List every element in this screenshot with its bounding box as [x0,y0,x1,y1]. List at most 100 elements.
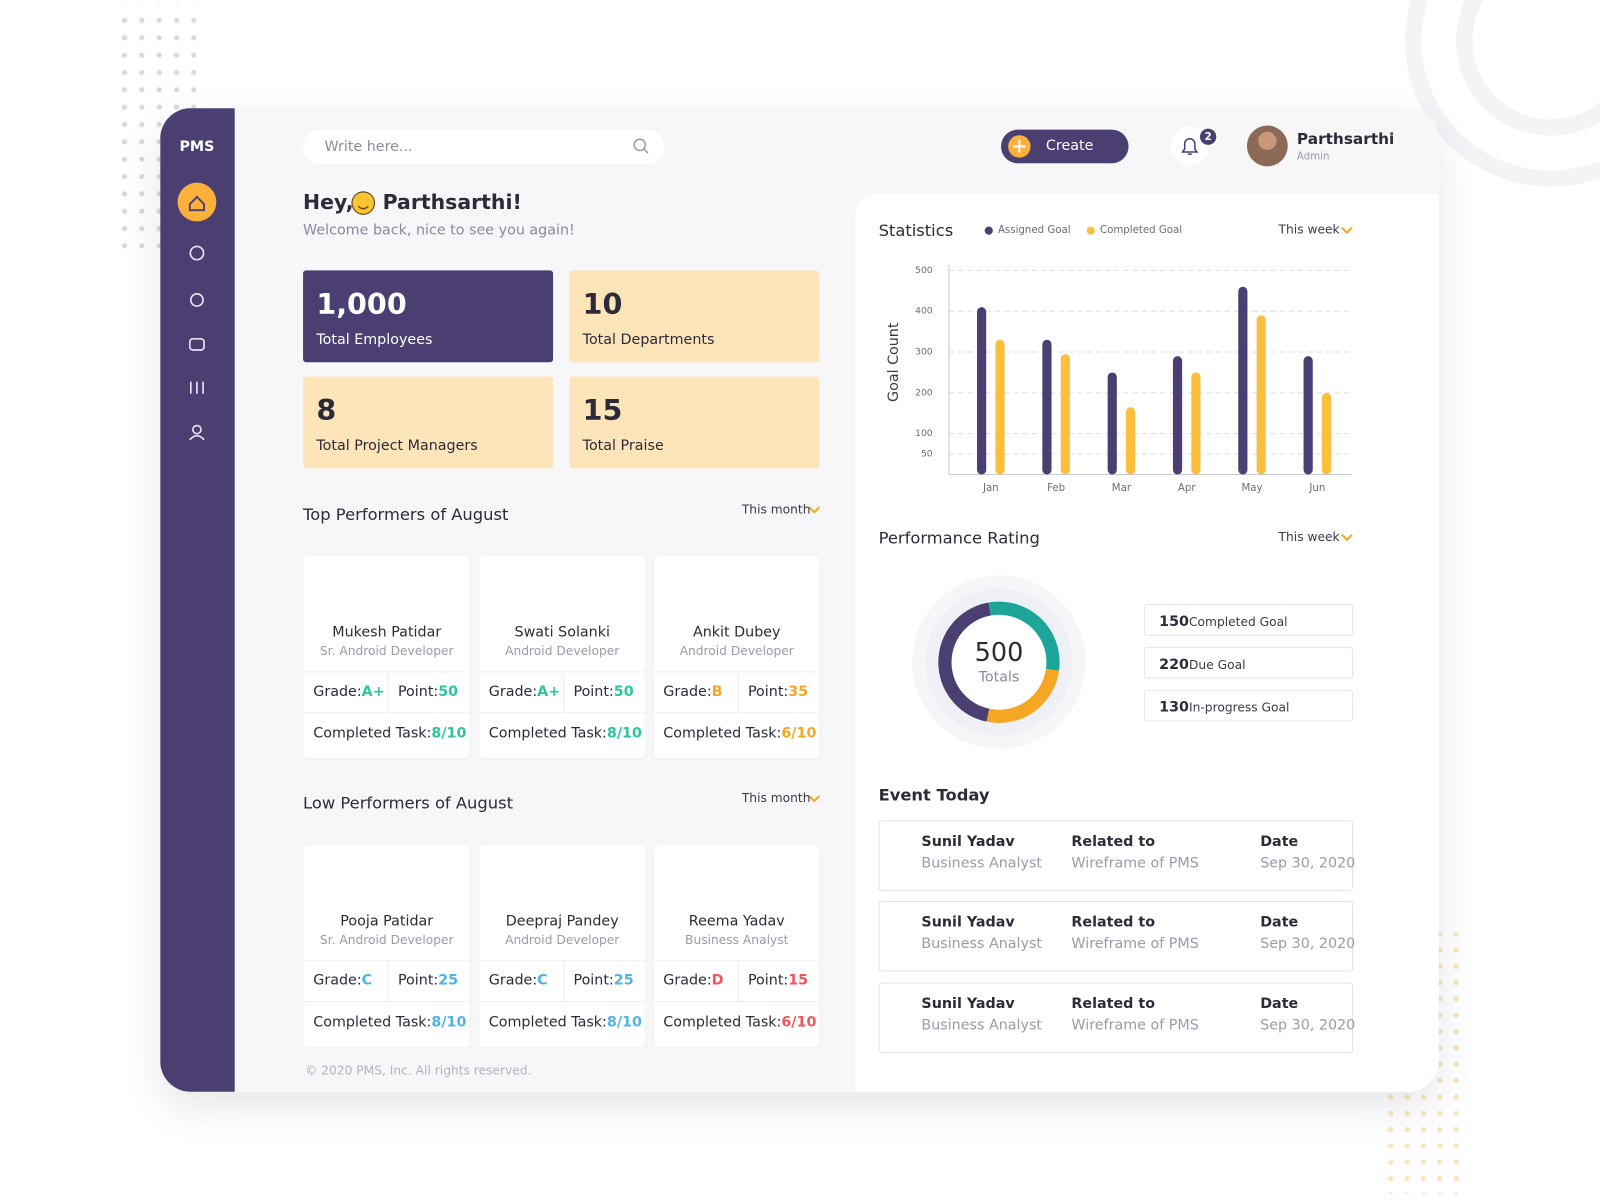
row-label: Completed Task: [663,725,782,742]
y-tick-label: 400 [915,306,933,317]
row-label: Point: [747,972,789,989]
stat-value: 8 [316,393,337,428]
performer-name: Swati Solanki [514,624,610,641]
nav-icon[interactable] [189,381,204,394]
divider [387,960,389,1002]
create-label: Create [1045,137,1094,155]
nav-icon[interactable] [189,293,204,307]
home-icon [188,195,205,212]
y-tick-label: 300 [915,347,933,358]
event-related-label: Related to [1071,995,1156,1013]
nav-icon[interactable] [189,245,205,261]
row-value: A+ [537,683,561,700]
event-related-label: Related to [1071,914,1156,931]
stat-card: 1,000 Total Employees [303,270,554,363]
donut-total: 500 [975,638,1024,668]
footer: © 2020 PMS, Inc. All rights reserved. [305,1063,532,1078]
nav-icon[interactable] [188,337,205,351]
row-label: Grade: [663,683,712,700]
x-tick-label: May [1241,483,1262,494]
chevron [1341,533,1353,542]
stat-row: Completed Task: 6/10 [663,726,816,742]
row-label: Point: [747,683,789,700]
row-label: Grade: [488,972,538,989]
nav-icon[interactable] [192,424,202,435]
row-label: Grade: [313,683,362,700]
stat-value: 1,000 [316,287,407,321]
legend-label: Completed Goal [1099,224,1183,237]
stat-row: Point: 35 [748,684,808,700]
user-name: Parthsarthi [1296,129,1395,148]
divider [563,960,565,1002]
donut-total-label: Totals [978,670,1020,686]
stat-row: Completed Task: 8/10 [489,1014,642,1030]
bar [995,339,1005,475]
stat-label: Total Praise [582,437,664,455]
create-button[interactable] [1001,129,1129,164]
row-value: 6/10 [781,725,817,742]
event-row [878,982,1354,1054]
bar [1321,392,1332,475]
stat-row: Grade: A+ [489,684,560,700]
row-value: 8/10 [606,725,642,742]
search-icon[interactable] [633,138,647,152]
row-label: Point: [397,972,439,989]
section-title: Low Performers of August [303,793,514,813]
divider [654,1001,820,1003]
stat-row: Completed Task: 8/10 [313,726,466,742]
stat-row: Completed Task: 8/10 [313,1014,466,1030]
stat-row: Point: 25 [573,972,633,988]
event-related: Wireframe of PMS [1071,855,1199,872]
donut-segment [938,601,1060,723]
nav-home-active[interactable] [177,182,217,222]
stat-row: Grade: B [663,684,722,700]
divider [479,712,645,714]
x-tick-label: Jan [982,483,999,494]
row-label: Completed Task: [488,1014,607,1031]
section-title: Event Today [878,785,990,805]
divider [304,712,470,714]
row-value: 8/10 [431,1014,467,1031]
row-value: 8/10 [606,1014,642,1031]
row-label: Completed Task: [488,725,607,742]
stat-card: 15 Total Praise [569,376,820,469]
rating-legend-item: 220 Due Goal [1143,646,1354,679]
event-name: Sunil Yadav [921,995,1015,1013]
bar [977,307,987,475]
divider [479,960,645,962]
x-tick-label: Mar [1112,483,1132,494]
legend-value: 150 [1159,613,1190,631]
x-tick-label: Jun [1308,483,1325,494]
search-box[interactable] [303,129,665,165]
donut-center [937,601,1061,724]
event-role: Business Analyst [921,935,1043,953]
legend-label: Completed Goal [1189,614,1288,630]
stat-value: 10 [582,287,623,321]
event-name: Sunil Yadav [921,914,1015,931]
period-select: This month [741,790,811,806]
y-axis-label: Goal Count [886,322,902,402]
stat-card: 8 Total Project Managers [303,376,554,469]
legend-value: 130 [1159,699,1190,716]
row-label: Grade: [663,972,712,989]
row-value: A+ [361,683,385,700]
emoji [351,191,376,215]
emoji [357,205,369,210]
rating-legend-item: 130 In-progress Goal [1143,689,1354,722]
event-date-label: Date [1260,833,1299,850]
bar [1303,356,1313,475]
divider [479,671,645,673]
performer-role: Business Analyst [685,932,789,947]
event-name: Sunil Yadav [921,833,1015,850]
stat-row: Point: 50 [398,684,458,700]
divider [737,671,739,713]
divider [304,960,470,962]
stat-row: Point: 25 [398,972,458,988]
section-title: Top Performers of August [303,504,509,524]
row-value: 50 [438,683,459,700]
greeting-name: Parthsarthi! [382,189,522,215]
divider [304,671,470,673]
nav-icon [189,434,205,441]
divider [654,712,820,714]
